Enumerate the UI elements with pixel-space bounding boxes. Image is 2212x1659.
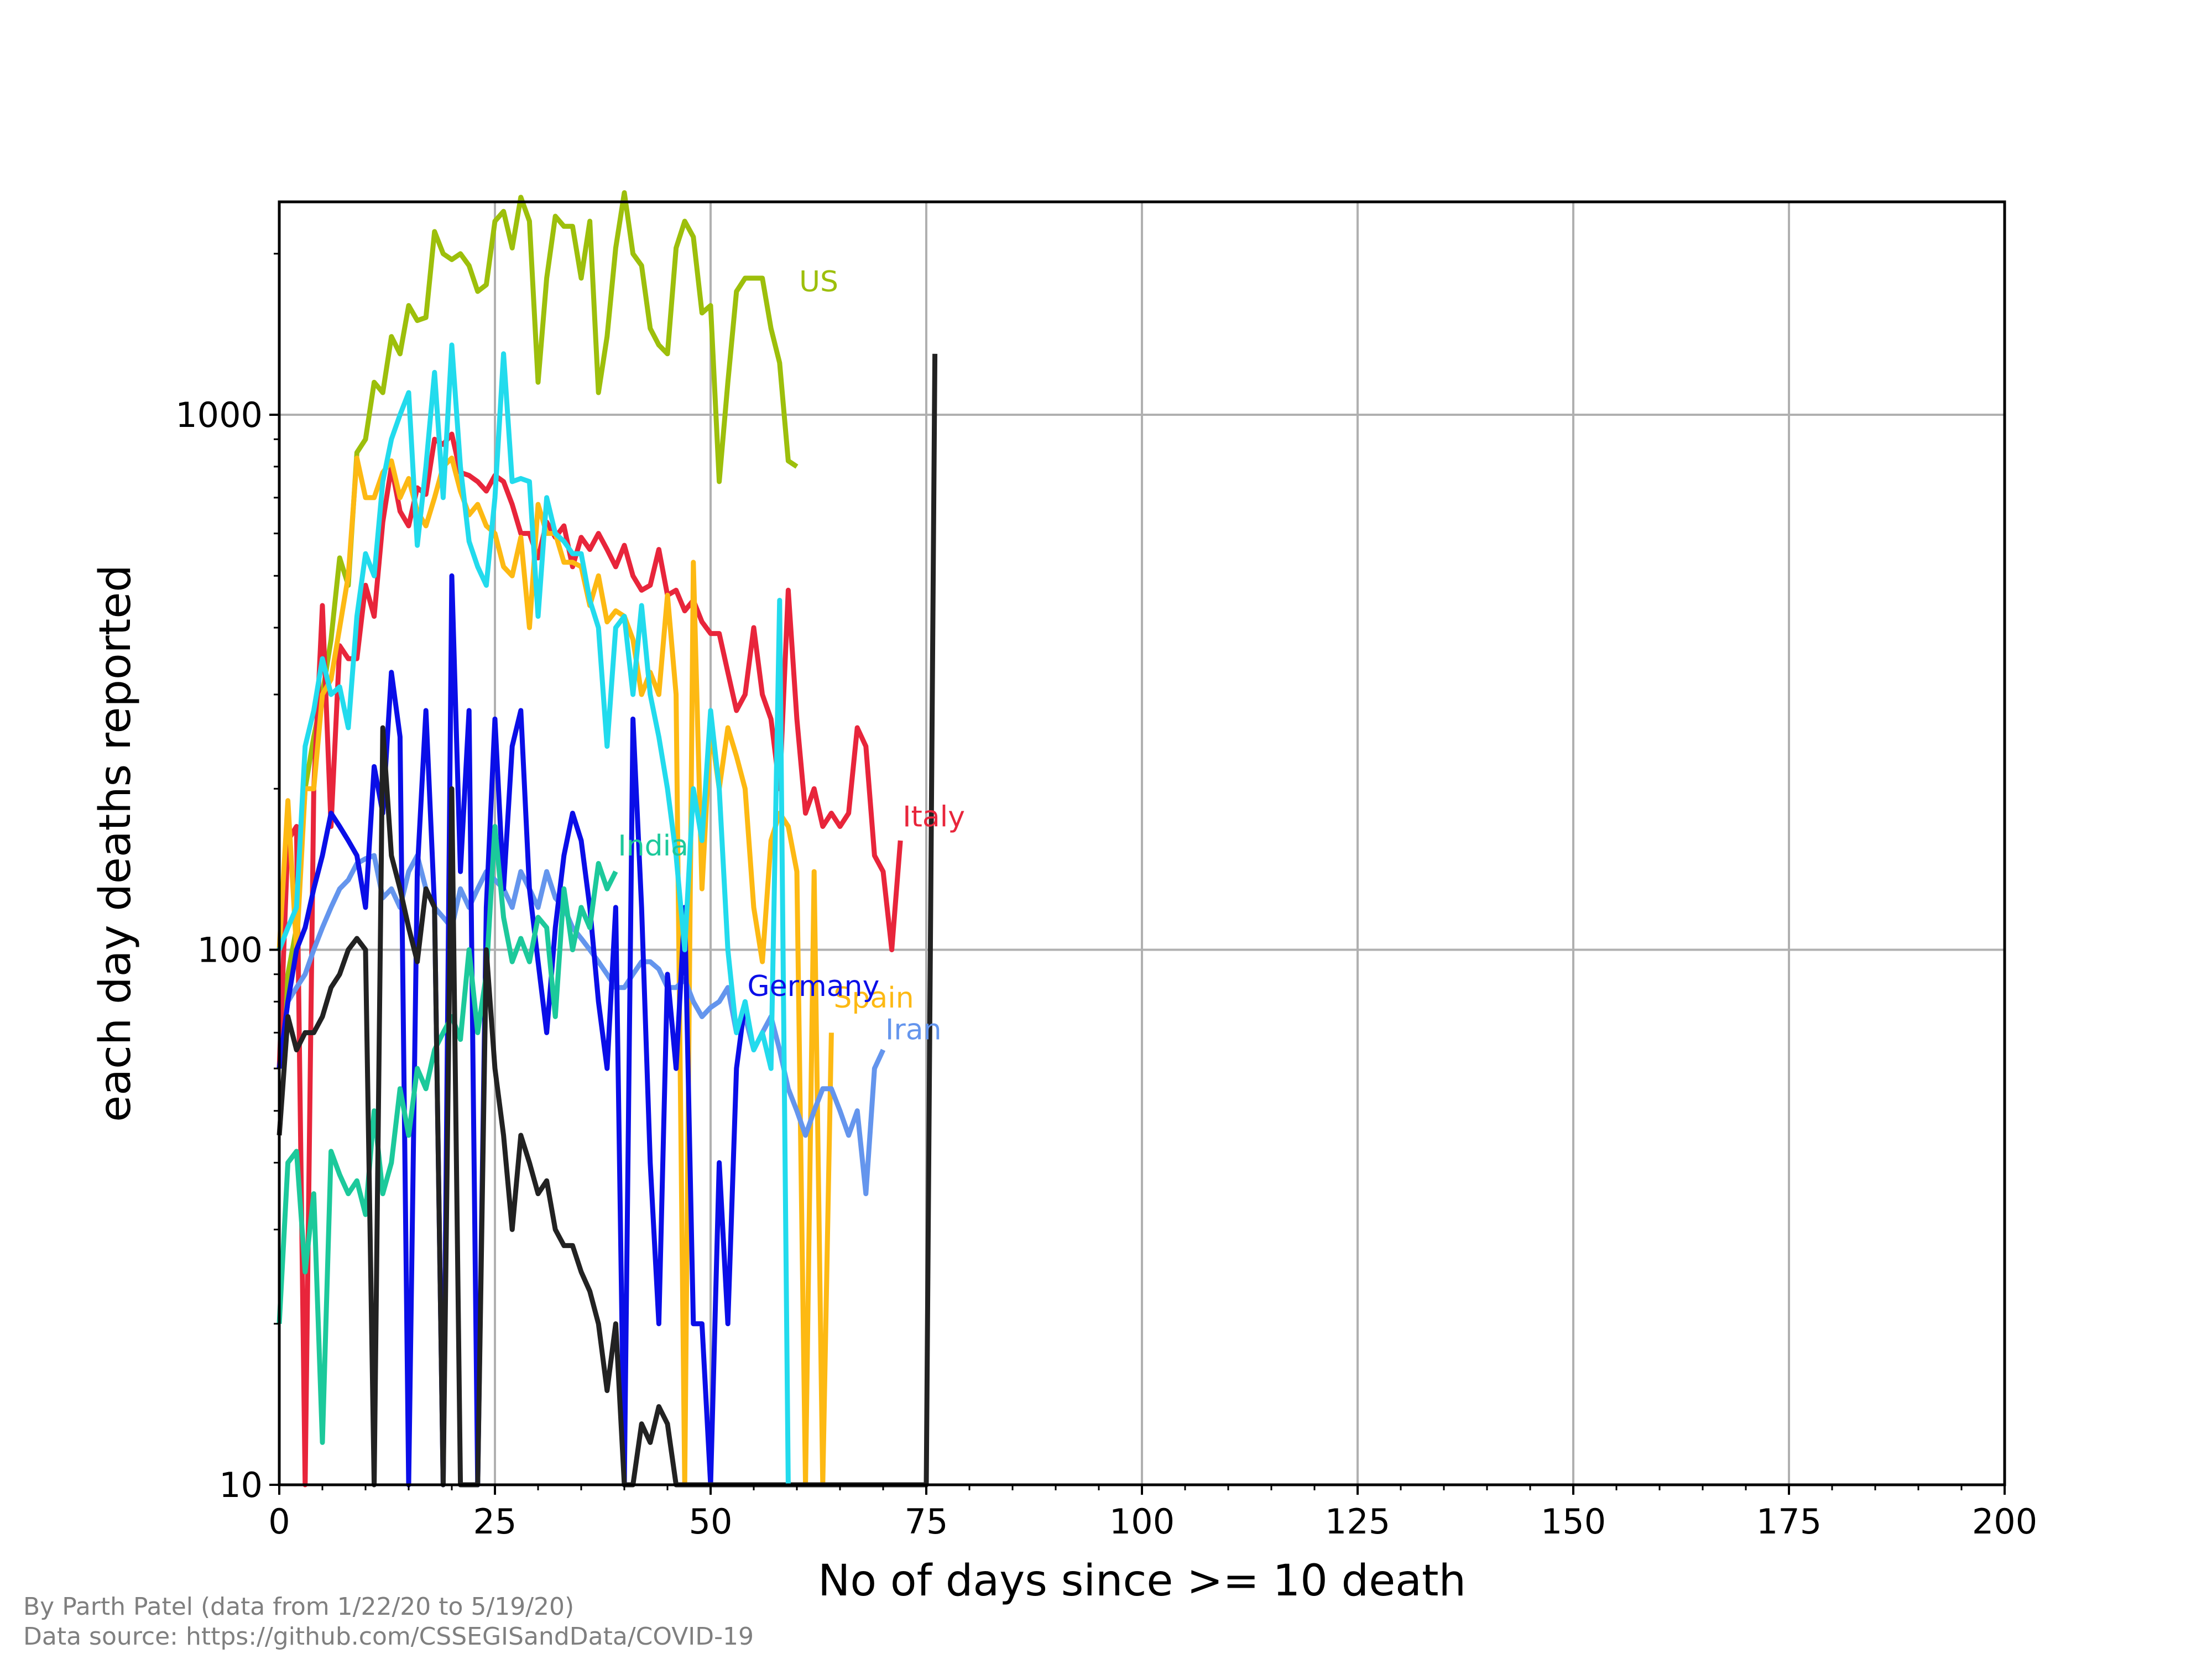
series-line-germany <box>276 573 748 1488</box>
series-label-italy: Italy <box>902 801 965 834</box>
series-line-italy <box>276 431 903 1488</box>
credit-line: By Parth Patel (data from 1/22/20 to 5/1… <box>23 1593 575 1621</box>
y-tick-label: 1000 <box>175 395 263 435</box>
y-tick-label: 10 <box>219 1465 263 1505</box>
series-label-us: US <box>799 265 838 299</box>
x-tick-label: 200 <box>1972 1501 2037 1542</box>
y-tick-label: 100 <box>197 930 263 971</box>
plot-lines <box>276 190 938 1488</box>
grid <box>278 202 2006 1485</box>
x-tick-label: 100 <box>1109 1501 1175 1542</box>
series-label-germany: Germany <box>747 970 879 1003</box>
series-label-iran: Iran <box>885 1014 942 1047</box>
x-axis-title: No of days since >= 10 death <box>818 1556 1466 1606</box>
x-tick-label: 125 <box>1325 1501 1390 1542</box>
series-label-spain: Spain <box>833 982 914 1015</box>
x-tick-label: 25 <box>473 1501 517 1542</box>
x-tick-label: 150 <box>1541 1501 1606 1542</box>
x-tick-label: 0 <box>268 1501 290 1542</box>
y-axis-title: each day deaths reported <box>91 565 140 1122</box>
data-source-line: Data source: https://github.com/CSSEGISa… <box>23 1623 754 1651</box>
x-tick-label: 175 <box>1756 1501 1822 1542</box>
series-line-us <box>276 190 799 1069</box>
series-label-india: India <box>618 830 688 863</box>
x-axis: 0 25 50 75 100 125 150 175 200 <box>268 1485 2037 1542</box>
x-tick-label: 50 <box>689 1501 733 1542</box>
x-tick-label: 75 <box>905 1501 948 1542</box>
series-line-unlabeled <box>276 342 791 1485</box>
y-axis: 10 100 1000 <box>175 253 279 1505</box>
